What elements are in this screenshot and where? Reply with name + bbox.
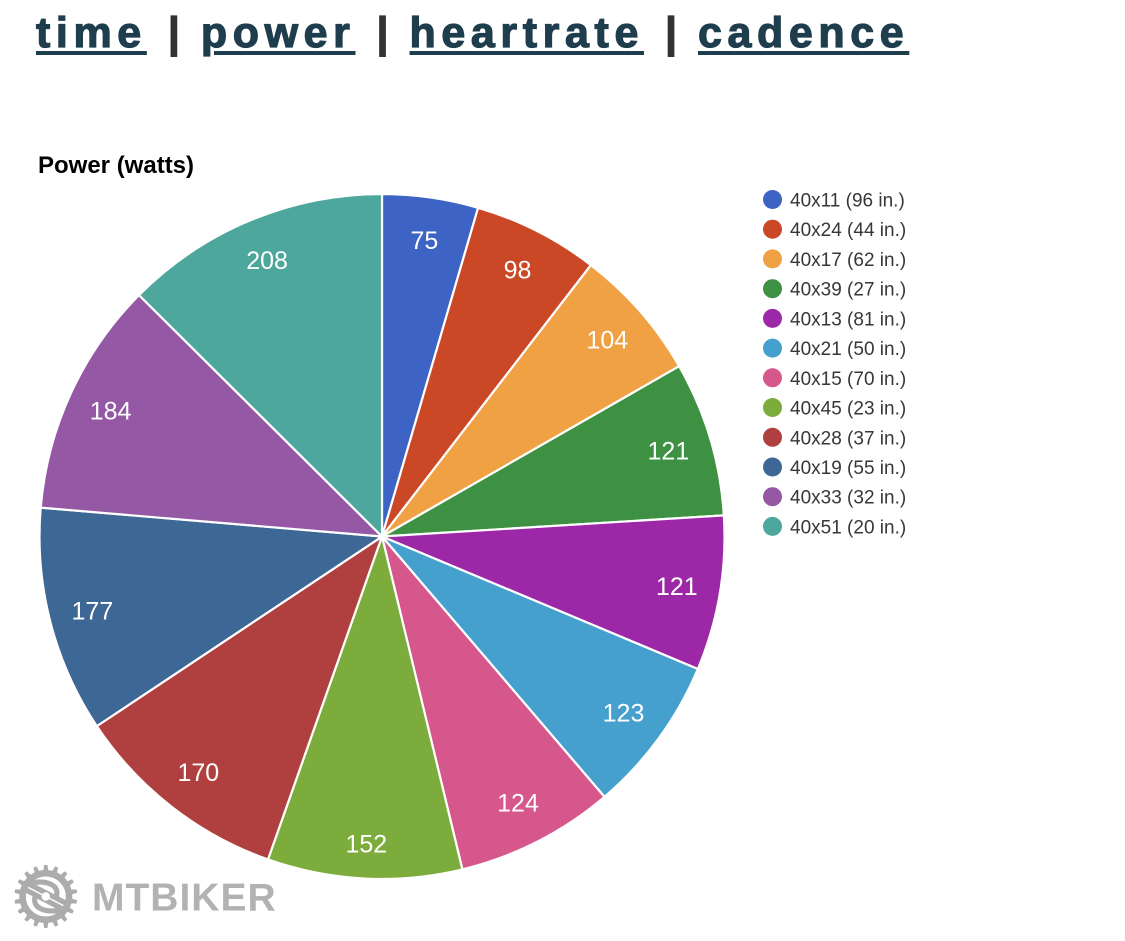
svg-text:75: 75 — [410, 227, 438, 255]
svg-text:121: 121 — [648, 437, 690, 465]
svg-text:40x39 (27 in.): 40x39 (27 in.) — [790, 280, 906, 301]
svg-text:177: 177 — [72, 598, 114, 626]
svg-text:MTBIKER: MTBIKER — [92, 877, 277, 920]
svg-text:98: 98 — [504, 257, 532, 285]
svg-text:170: 170 — [177, 759, 219, 787]
svg-text:40x21 (50 in.): 40x21 (50 in.) — [790, 339, 906, 360]
svg-text:40x15 (70 in.): 40x15 (70 in.) — [790, 369, 906, 390]
svg-text:40x28 (37 in.): 40x28 (37 in.) — [790, 428, 906, 449]
svg-text:40x11 (96 in.): 40x11 (96 in.) — [790, 191, 905, 212]
svg-text:184: 184 — [90, 398, 132, 426]
svg-text:121: 121 — [656, 573, 698, 601]
svg-text:40x51 (20 in.): 40x51 (20 in.) — [790, 517, 906, 538]
svg-text:40x19 (55 in.): 40x19 (55 in.) — [790, 458, 906, 479]
svg-text:40x13 (81 in.): 40x13 (81 in.) — [790, 309, 906, 330]
svg-text:152: 152 — [345, 830, 387, 858]
svg-text:124: 124 — [497, 790, 539, 818]
svg-text:123: 123 — [603, 700, 645, 728]
svg-text:40x33 (32 in.): 40x33 (32 in.) — [790, 488, 906, 509]
svg-text:208: 208 — [246, 247, 288, 275]
svg-text:40x17 (62 in.): 40x17 (62 in.) — [790, 250, 906, 271]
svg-text:104: 104 — [586, 327, 628, 355]
svg-text:40x24 (44 in.): 40x24 (44 in.) — [790, 220, 906, 241]
svg-text:40x45 (23 in.): 40x45 (23 in.) — [790, 399, 906, 420]
